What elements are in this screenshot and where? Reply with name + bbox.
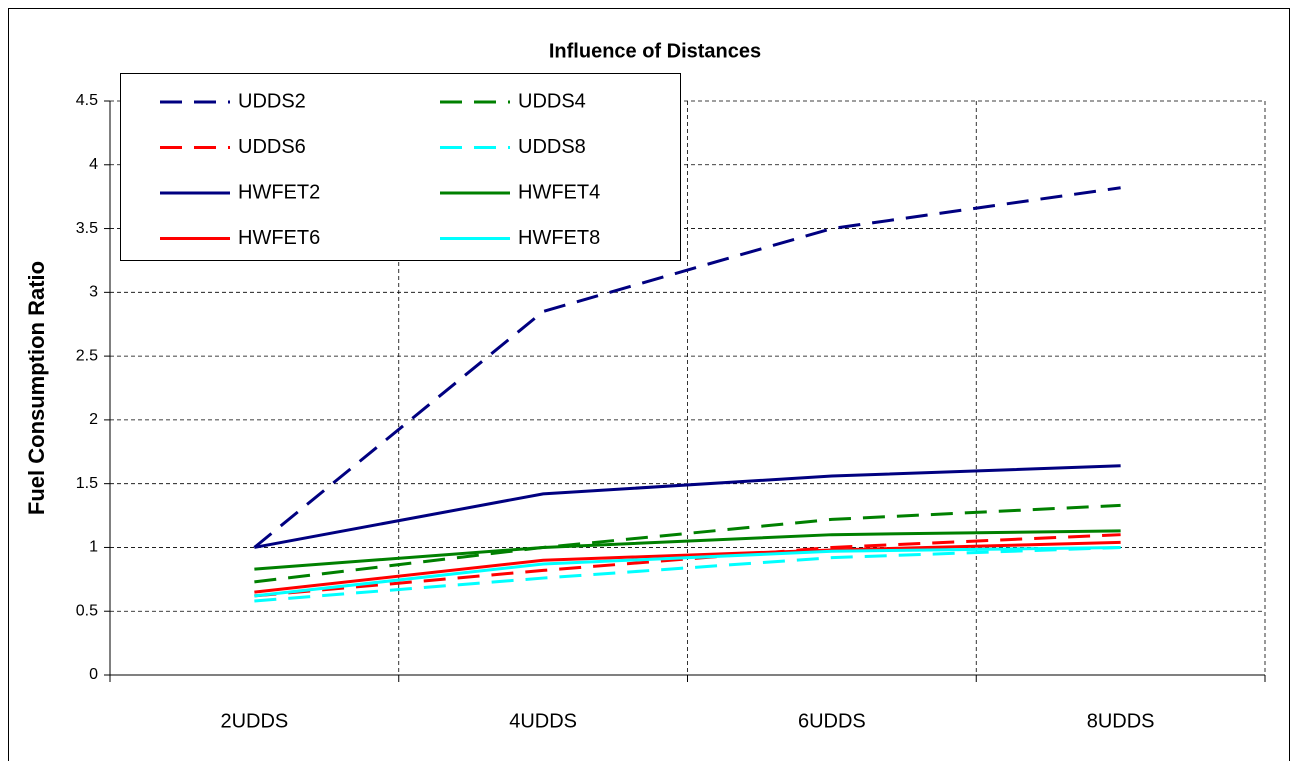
legend-box xyxy=(120,73,681,261)
y-tick-label: 2.5 xyxy=(76,347,98,364)
legend-label: HWFET2 xyxy=(238,181,320,203)
series-line xyxy=(254,503,1121,584)
y-tick-label: 0 xyxy=(89,666,98,683)
series-line xyxy=(254,540,1121,594)
y-tick-label: 0.5 xyxy=(76,602,98,619)
y-tick-label: 2 xyxy=(89,411,98,428)
y-tick-label: 4.5 xyxy=(76,92,98,109)
y-tick-label: 3.5 xyxy=(76,220,98,237)
legend-label: HWFET4 xyxy=(518,181,600,203)
legend-label: UDDS6 xyxy=(238,136,306,158)
legend-label: HWFET6 xyxy=(238,227,320,249)
x-tick-label: 2UDDS xyxy=(220,710,288,732)
y-axis-title: Fuel Consumption Ratio xyxy=(24,261,49,515)
legend-label: UDDS2 xyxy=(238,90,306,112)
x-tick-label: 4UDDS xyxy=(509,710,577,732)
y-tick-label: 3 xyxy=(89,284,98,301)
chart-title: Influence of Distances xyxy=(549,40,761,62)
legend-label: HWFET8 xyxy=(518,227,600,249)
y-tick-label: 1 xyxy=(89,539,98,556)
series-line xyxy=(254,545,1121,598)
series-line xyxy=(253,186,1121,549)
y-tick-label: 4 xyxy=(89,156,98,173)
series-line xyxy=(254,533,1121,598)
y-tick-label: 1.5 xyxy=(76,475,98,492)
x-tick-label: 8UDDS xyxy=(1087,710,1155,732)
series-line xyxy=(254,529,1121,571)
legend-label: UDDS4 xyxy=(518,90,586,112)
series-line xyxy=(254,545,1121,603)
legend-label: UDDS8 xyxy=(518,136,586,158)
series-line xyxy=(254,464,1121,549)
x-tick-label: 6UDDS xyxy=(798,710,866,732)
